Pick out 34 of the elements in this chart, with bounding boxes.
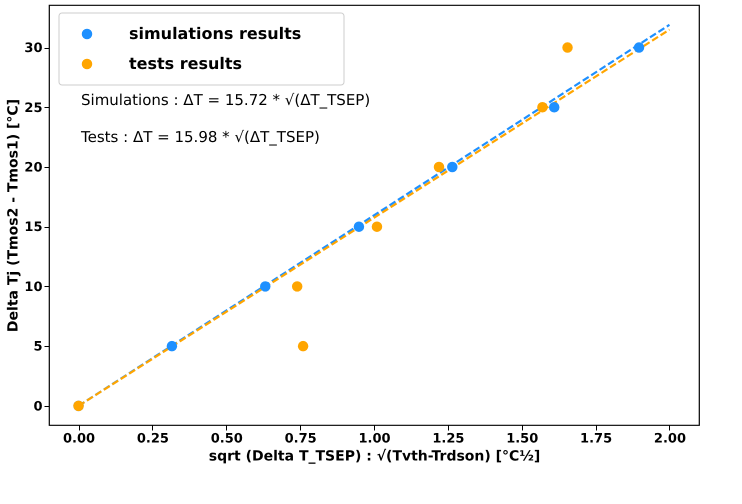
point: [260, 281, 271, 292]
point: [434, 162, 444, 172]
annotation: Simulations : ΔT = 15.72 * √(ΔT_TSEP): [81, 91, 370, 109]
legend-label: simulations results: [129, 24, 302, 43]
y-tick-label: 20: [24, 160, 42, 176]
x-tick-label: 0.00: [63, 432, 96, 446]
y-tick-label: 25: [24, 100, 42, 116]
point: [447, 162, 458, 172]
point: [562, 42, 573, 53]
y-tick-label: 0: [33, 399, 42, 414]
annotation: Tests : ΔT = 15.98 * √(ΔT_TSEP): [80, 128, 320, 146]
y-axis-title: Delta Tj (Tmos2 - Tmos1) [°C]: [5, 98, 22, 332]
point: [537, 102, 548, 112]
x-axis-title: sqrt (Delta T_TSEP) : √(Tvth-Trdson) [°C½]: [208, 448, 540, 464]
point: [298, 340, 308, 352]
legend-label: tests results: [129, 54, 242, 73]
point: [548, 102, 560, 112]
y-tick-label: 30: [24, 41, 42, 56]
x-tick-label: 1.75: [580, 432, 612, 446]
point: [354, 221, 364, 232]
point: [292, 281, 302, 292]
y-tick-label: 10: [24, 280, 42, 295]
y-tick-label: 5: [33, 340, 42, 355]
x-tick-label: 1.00: [358, 432, 391, 446]
x-tick-label: 1.25: [432, 432, 464, 446]
point: [634, 42, 644, 53]
x-tick-label: 0.25: [136, 432, 169, 446]
y-tick-label: 15: [24, 220, 42, 236]
point: [372, 221, 382, 232]
x-tick-label: 0.75: [284, 432, 317, 446]
x-tick-label: 2.00: [654, 432, 686, 446]
point: [166, 340, 178, 352]
x-tick-label: 0.50: [210, 432, 243, 446]
x-tick-label: 1.50: [506, 432, 538, 446]
